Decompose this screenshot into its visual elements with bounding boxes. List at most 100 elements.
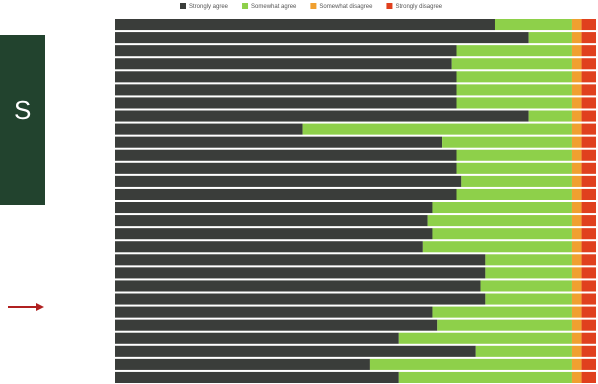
bar-segment: [115, 123, 303, 135]
bar-segment: [571, 215, 582, 227]
bar-segment: [581, 71, 596, 83]
bar-segment: [115, 228, 433, 240]
bar-segment: [581, 280, 596, 292]
bar-segment: [571, 267, 582, 279]
bar-segment: [571, 136, 582, 148]
bar-segment: [571, 19, 582, 31]
bar-segment: [432, 228, 572, 240]
bar-segment: [115, 149, 457, 161]
bar-segment: [115, 45, 457, 57]
bar-segment: [571, 293, 582, 305]
bar-segment: [461, 175, 572, 187]
bar-segment: [115, 215, 428, 227]
bar-segment: [115, 345, 476, 357]
bar-segment: [115, 332, 399, 344]
bar-segment: [437, 319, 572, 331]
bar-segment: [581, 97, 596, 109]
legend-label: Strongly agree: [189, 4, 229, 10]
bar-segment: [398, 332, 572, 344]
bar-segment: [528, 110, 572, 122]
bar-segment: [115, 202, 433, 214]
bar-segment: [571, 254, 582, 266]
bar-segment: [456, 149, 572, 161]
arrow-head: [36, 303, 44, 311]
bar-segment: [571, 58, 582, 70]
bar-segment: [581, 123, 596, 135]
bar-segment: [571, 319, 582, 331]
bar-segment: [571, 358, 582, 370]
bar-segment: [115, 175, 462, 187]
bar-segment: [571, 228, 582, 240]
bar-segment: [427, 215, 572, 227]
bar-segment: [369, 358, 572, 370]
bar-segment: [115, 84, 457, 96]
bar-segment: [571, 97, 582, 109]
bar-segment: [571, 162, 582, 174]
bar-segment: [581, 293, 596, 305]
bar-segment: [456, 188, 572, 200]
bar-segment: [115, 267, 486, 279]
bar-segment: [475, 345, 572, 357]
bar-segment: [115, 319, 438, 331]
bar-segment: [581, 254, 596, 266]
bar-segment: [571, 280, 582, 292]
bar-segment: [571, 110, 582, 122]
bar-segment: [571, 175, 582, 187]
bar-segment: [456, 71, 572, 83]
legend-swatch: [310, 3, 317, 9]
bar-segment: [115, 371, 399, 383]
bar-segment: [485, 254, 572, 266]
bar-segment: [581, 371, 596, 383]
bar-segment: [115, 188, 457, 200]
bar-segment: [115, 241, 423, 253]
bar-segment: [581, 319, 596, 331]
bar-segment: [571, 345, 582, 357]
bar-segment: [581, 332, 596, 344]
bar-segment: [581, 110, 596, 122]
bar-segment: [581, 202, 596, 214]
bar-segment: [571, 202, 582, 214]
bar-segment: [451, 58, 572, 70]
bar-segment: [432, 202, 572, 214]
bar-segment: [480, 280, 572, 292]
bar-segment: [432, 306, 572, 318]
bar-segment: [581, 267, 596, 279]
bar-segment: [581, 345, 596, 357]
bar-segment: [581, 175, 596, 187]
bar-segment: [581, 149, 596, 161]
bar-segment: [581, 58, 596, 70]
bar-segment: [571, 149, 582, 161]
bar-segment: [571, 332, 582, 344]
bar-segment: [115, 254, 486, 266]
bar-segment: [571, 71, 582, 83]
bar-segment: [581, 84, 596, 96]
bar-segment: [115, 32, 529, 44]
bar-segment: [456, 97, 572, 109]
side-label: S: [14, 95, 31, 125]
bar-segment: [398, 371, 572, 383]
bar-segment: [571, 188, 582, 200]
bar-segment: [456, 162, 572, 174]
side-panel: [0, 35, 45, 205]
bar-segment: [581, 358, 596, 370]
bar-segment: [115, 97, 457, 109]
legend-swatch: [242, 3, 249, 9]
bar-segment: [581, 306, 596, 318]
bar-segment: [115, 136, 443, 148]
legend-swatch: [386, 3, 393, 9]
bar-segment: [571, 45, 582, 57]
bar-segment: [581, 45, 596, 57]
bar-segment: [571, 32, 582, 44]
bar-segment: [581, 188, 596, 200]
bar-segment: [571, 84, 582, 96]
bar-segment: [581, 136, 596, 148]
bar-segment: [581, 241, 596, 253]
bar-segment: [115, 306, 433, 318]
legend-label: Somewhat agree: [251, 4, 297, 10]
bar-segment: [115, 293, 486, 305]
bar-segment: [581, 228, 596, 240]
bar-segment: [115, 110, 529, 122]
legend-swatch: [180, 3, 186, 9]
bar-segment: [115, 280, 481, 292]
